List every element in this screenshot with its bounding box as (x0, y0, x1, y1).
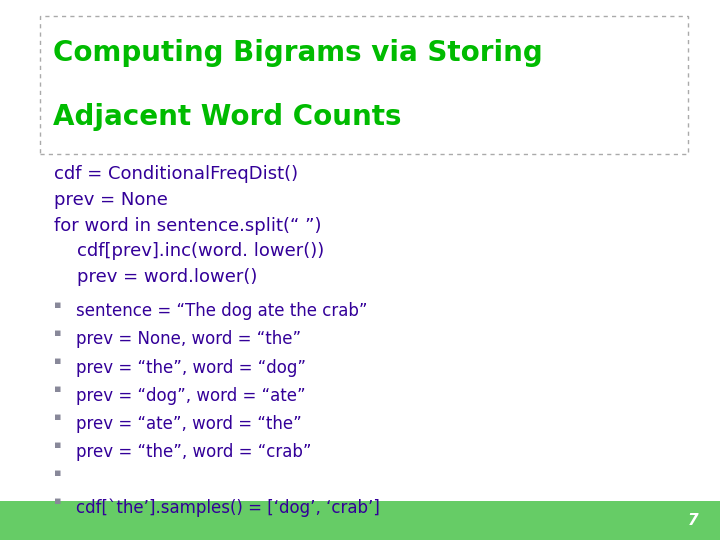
Text: for word in sentence.split(“ ”): for word in sentence.split(“ ”) (54, 217, 322, 234)
Text: ▪: ▪ (54, 412, 61, 422)
Text: ▪: ▪ (54, 328, 61, 338)
Text: ▪: ▪ (54, 440, 61, 450)
Text: 7: 7 (688, 513, 698, 528)
Text: ▪: ▪ (54, 300, 61, 310)
Text: prev = None, word = “the”: prev = None, word = “the” (76, 330, 301, 348)
Text: Computing Bigrams via Storing: Computing Bigrams via Storing (53, 39, 542, 68)
Text: cdf[prev].inc(word. lower()): cdf[prev].inc(word. lower()) (54, 242, 324, 260)
Text: prev = “dog”, word = “ate”: prev = “dog”, word = “ate” (76, 387, 305, 404)
Text: sentence = “The dog ate the crab”: sentence = “The dog ate the crab” (76, 302, 367, 320)
Text: cdf = ConditionalFreqDist(): cdf = ConditionalFreqDist() (54, 165, 298, 183)
Text: ▪: ▪ (54, 496, 61, 507)
Text: prev = “ate”, word = “the”: prev = “ate”, word = “the” (76, 415, 302, 433)
Text: cdf[`the’].samples() = [‘dog’, ‘crab’]: cdf[`the’].samples() = [‘dog’, ‘crab’] (76, 499, 379, 517)
Text: ▪: ▪ (54, 468, 61, 478)
Text: ▪: ▪ (54, 356, 61, 366)
Text: prev = None: prev = None (54, 191, 168, 208)
Text: prev = “the”, word = “dog”: prev = “the”, word = “dog” (76, 359, 305, 376)
Text: ▪: ▪ (54, 384, 61, 394)
FancyBboxPatch shape (40, 16, 688, 154)
Text: prev = “the”, word = “crab”: prev = “the”, word = “crab” (76, 443, 311, 461)
FancyBboxPatch shape (0, 501, 720, 540)
Text: prev = word.lower(): prev = word.lower() (54, 268, 257, 286)
Text: Adjacent Word Counts: Adjacent Word Counts (53, 103, 401, 131)
